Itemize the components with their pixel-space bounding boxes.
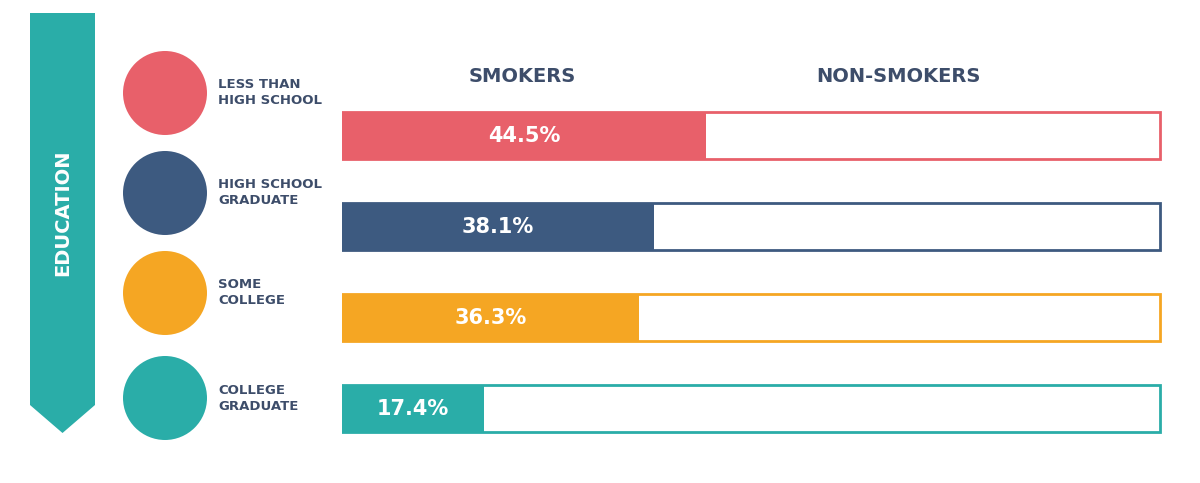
FancyBboxPatch shape xyxy=(342,112,706,159)
Text: 36.3%: 36.3% xyxy=(455,308,527,328)
Polygon shape xyxy=(30,405,95,433)
FancyBboxPatch shape xyxy=(342,385,485,432)
FancyBboxPatch shape xyxy=(30,13,95,405)
Text: LESS THAN
HIGH SCHOOL: LESS THAN HIGH SCHOOL xyxy=(218,79,322,108)
Text: 38.1%: 38.1% xyxy=(462,217,534,237)
FancyBboxPatch shape xyxy=(342,203,654,250)
FancyBboxPatch shape xyxy=(342,294,638,341)
Text: 17.4%: 17.4% xyxy=(377,399,449,419)
Ellipse shape xyxy=(124,251,208,335)
Text: EDUCATION: EDUCATION xyxy=(53,150,72,276)
FancyBboxPatch shape xyxy=(342,385,1159,432)
Text: NON-SMOKERS: NON-SMOKERS xyxy=(816,67,980,86)
Text: SOME
COLLEGE: SOME COLLEGE xyxy=(218,279,286,308)
FancyBboxPatch shape xyxy=(342,112,1159,159)
Text: 44.5%: 44.5% xyxy=(487,126,560,146)
Ellipse shape xyxy=(124,151,208,235)
FancyBboxPatch shape xyxy=(342,203,1159,250)
Text: HIGH SCHOOL
GRADUATE: HIGH SCHOOL GRADUATE xyxy=(218,179,322,208)
FancyBboxPatch shape xyxy=(342,294,1159,341)
Text: SMOKERS: SMOKERS xyxy=(468,67,576,86)
Ellipse shape xyxy=(124,51,208,135)
Text: COLLEGE
GRADUATE: COLLEGE GRADUATE xyxy=(218,384,299,412)
Ellipse shape xyxy=(124,356,208,440)
